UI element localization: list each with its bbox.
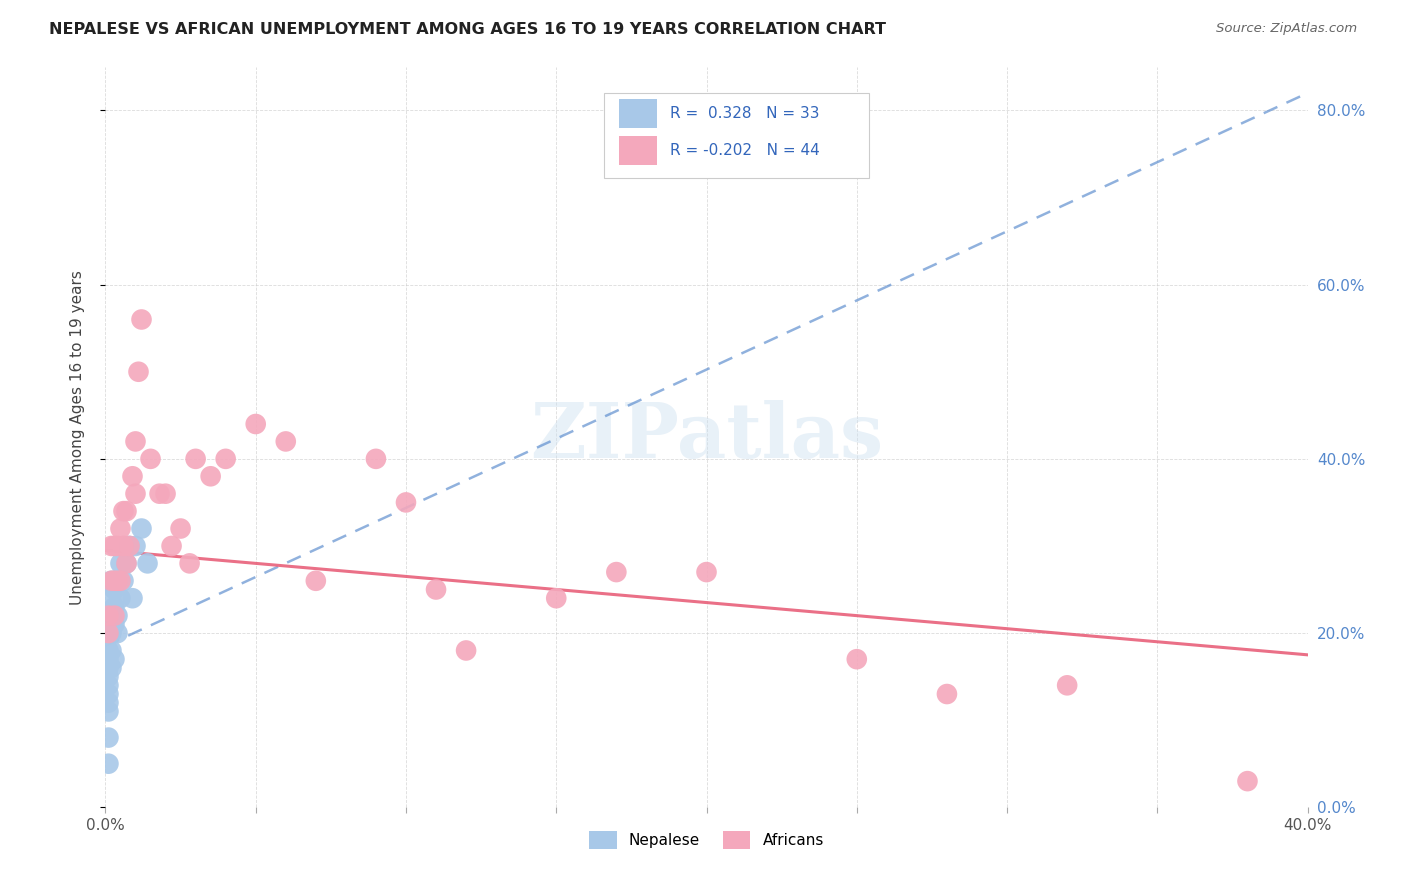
Point — [245, 417, 267, 431]
Point — [97, 731, 120, 745]
Point — [103, 608, 125, 623]
Point — [214, 451, 236, 466]
Point — [139, 451, 162, 466]
Point — [115, 504, 138, 518]
Point — [425, 582, 447, 597]
Point — [696, 565, 718, 579]
Text: NEPALESE VS AFRICAN UNEMPLOYMENT AMONG AGES 16 TO 19 YEARS CORRELATION CHART: NEPALESE VS AFRICAN UNEMPLOYMENT AMONG A… — [49, 22, 886, 37]
Point — [179, 557, 201, 571]
Text: R = -0.202   N = 44: R = -0.202 N = 44 — [671, 143, 820, 158]
Point — [1236, 774, 1258, 789]
Point — [1056, 678, 1078, 692]
Point — [121, 469, 143, 483]
Point — [546, 591, 568, 606]
Point — [97, 608, 120, 623]
Point — [100, 591, 122, 606]
Point — [97, 661, 120, 675]
Point — [124, 539, 146, 553]
Point — [148, 486, 170, 500]
Point — [107, 539, 129, 553]
Point — [136, 557, 159, 571]
Point — [103, 652, 125, 666]
Point — [100, 626, 122, 640]
Point — [97, 626, 120, 640]
Point — [456, 643, 478, 657]
Point — [103, 582, 125, 597]
Point — [97, 626, 120, 640]
Point — [305, 574, 328, 588]
Point — [124, 434, 146, 449]
Point — [118, 539, 141, 553]
Point — [100, 661, 122, 675]
Point — [121, 591, 143, 606]
Point — [169, 522, 191, 536]
Point — [128, 365, 150, 379]
Point — [103, 539, 125, 553]
Point — [605, 565, 627, 579]
Point — [97, 687, 120, 701]
Point — [107, 574, 129, 588]
Point — [936, 687, 959, 701]
Point — [845, 652, 868, 666]
Point — [107, 608, 129, 623]
Point — [97, 696, 120, 710]
Point — [97, 670, 120, 684]
Point — [110, 557, 132, 571]
Point — [118, 539, 141, 553]
Point — [131, 312, 153, 326]
Point — [124, 486, 146, 500]
Point — [112, 539, 135, 553]
Point — [110, 574, 132, 588]
Point — [97, 643, 120, 657]
Point — [100, 643, 122, 657]
Text: R =  0.328   N = 33: R = 0.328 N = 33 — [671, 106, 820, 121]
Point — [110, 591, 132, 606]
Point — [115, 557, 138, 571]
Legend: Nepalese, Africans: Nepalese, Africans — [583, 825, 830, 855]
Point — [200, 469, 222, 483]
Point — [100, 574, 122, 588]
Point — [97, 652, 120, 666]
Point — [100, 574, 122, 588]
Point — [103, 599, 125, 614]
Point — [97, 756, 120, 771]
Point — [100, 608, 122, 623]
FancyBboxPatch shape — [605, 93, 869, 178]
Point — [395, 495, 418, 509]
Point — [112, 574, 135, 588]
Point — [110, 522, 132, 536]
Point — [115, 557, 138, 571]
Point — [184, 451, 207, 466]
Bar — [619, 136, 657, 165]
Point — [160, 539, 183, 553]
Point — [155, 486, 177, 500]
Y-axis label: Unemployment Among Ages 16 to 19 years: Unemployment Among Ages 16 to 19 years — [70, 269, 84, 605]
Point — [100, 539, 122, 553]
Point — [364, 451, 387, 466]
Text: Source: ZipAtlas.com: Source: ZipAtlas.com — [1216, 22, 1357, 36]
Text: ZIPatlas: ZIPatlas — [530, 401, 883, 474]
Point — [274, 434, 297, 449]
Point — [103, 574, 125, 588]
Point — [112, 504, 135, 518]
Point — [103, 617, 125, 632]
Point — [97, 705, 120, 719]
Point — [107, 626, 129, 640]
Point — [97, 678, 120, 692]
Point — [131, 522, 153, 536]
Point — [97, 608, 120, 623]
Bar — [619, 99, 657, 128]
